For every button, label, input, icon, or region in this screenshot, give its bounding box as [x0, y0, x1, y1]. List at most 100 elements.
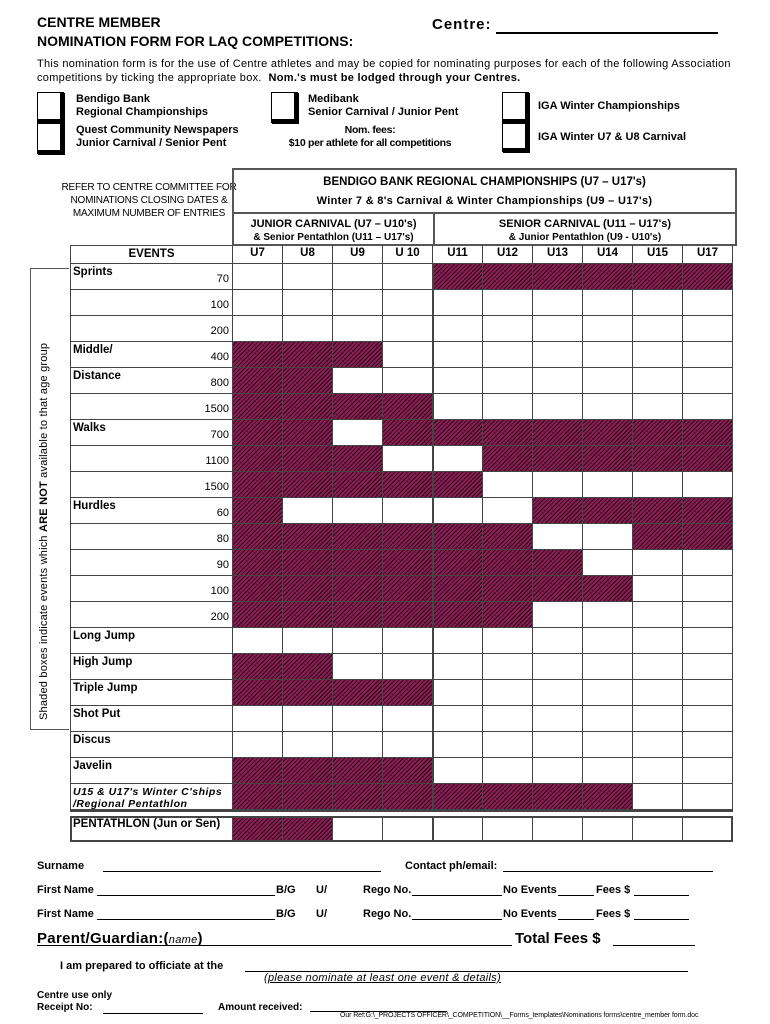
nomination-cell[interactable] [533, 628, 583, 654]
nomination-cell[interactable] [533, 732, 583, 758]
receipt-field[interactable] [103, 1001, 203, 1014]
nomination-cell[interactable] [583, 680, 633, 706]
nomination-cell[interactable] [483, 368, 533, 394]
nomination-cell[interactable] [683, 816, 733, 842]
nomination-cell[interactable] [683, 342, 733, 368]
nomination-cell[interactable] [333, 628, 383, 654]
nomination-cell[interactable] [333, 264, 383, 290]
nomination-cell[interactable] [383, 816, 433, 842]
nomination-cell[interactable] [583, 628, 633, 654]
nomination-cell[interactable] [433, 758, 483, 784]
nomination-cell[interactable] [583, 550, 633, 576]
nomination-cell[interactable] [583, 816, 633, 842]
nomination-cell[interactable] [583, 706, 633, 732]
nomination-cell[interactable] [433, 498, 483, 524]
nomination-cell[interactable] [583, 316, 633, 342]
nomination-cell[interactable] [533, 342, 583, 368]
nomination-cell[interactable] [683, 680, 733, 706]
nomination-cell[interactable] [233, 290, 283, 316]
nomination-cell[interactable] [633, 654, 683, 680]
nomination-cell[interactable] [433, 680, 483, 706]
nomination-cell[interactable] [633, 316, 683, 342]
nomination-cell[interactable] [633, 602, 683, 628]
nomination-cell[interactable] [633, 342, 683, 368]
nomination-cell[interactable] [483, 498, 533, 524]
nomination-cell[interactable] [683, 758, 733, 784]
nomination-cell[interactable] [583, 290, 633, 316]
nomination-cell[interactable] [233, 706, 283, 732]
nomination-cell[interactable] [483, 290, 533, 316]
first-name-field[interactable] [97, 907, 275, 920]
nomination-cell[interactable] [583, 524, 633, 550]
nomination-cell[interactable] [683, 732, 733, 758]
nomination-cell[interactable] [583, 602, 633, 628]
nomination-cell[interactable] [333, 368, 383, 394]
nomination-cell[interactable] [383, 342, 433, 368]
nomination-cell[interactable] [333, 654, 383, 680]
nomination-cell[interactable] [683, 394, 733, 420]
nomination-cell[interactable] [483, 316, 533, 342]
nomination-cell[interactable] [383, 368, 433, 394]
nomination-cell[interactable] [283, 264, 333, 290]
nomination-cell[interactable] [483, 758, 533, 784]
fees-field[interactable] [634, 883, 689, 896]
nomination-cell[interactable] [333, 706, 383, 732]
nomination-cell[interactable] [283, 316, 333, 342]
nomination-cell[interactable] [583, 758, 633, 784]
surname-field[interactable] [103, 859, 381, 872]
checkbox-bendigo[interactable] [37, 92, 64, 123]
nomination-cell[interactable] [433, 368, 483, 394]
nomination-cell[interactable] [333, 420, 383, 446]
total-fees-field[interactable] [613, 945, 695, 946]
nomination-cell[interactable] [483, 706, 533, 732]
nomination-cell[interactable] [533, 680, 583, 706]
nomination-cell[interactable] [683, 628, 733, 654]
nomination-cell[interactable] [533, 816, 583, 842]
nomination-cell[interactable] [583, 342, 633, 368]
nomination-cell[interactable] [533, 472, 583, 498]
nomination-cell[interactable] [433, 816, 483, 842]
nomination-cell[interactable] [283, 628, 333, 654]
nomination-cell[interactable] [283, 732, 333, 758]
nomination-cell[interactable] [583, 472, 633, 498]
nomination-cell[interactable] [633, 290, 683, 316]
nomination-cell[interactable] [533, 758, 583, 784]
checkbox-medibank[interactable] [271, 92, 298, 123]
nomination-cell[interactable] [683, 602, 733, 628]
nomination-cell[interactable] [683, 550, 733, 576]
nomination-cell[interactable] [433, 706, 483, 732]
no-events-field[interactable] [558, 907, 594, 920]
nomination-cell[interactable] [683, 472, 733, 498]
nomination-cell[interactable] [533, 706, 583, 732]
nomination-cell[interactable] [683, 784, 733, 810]
nomination-cell[interactable] [433, 446, 483, 472]
nomination-cell[interactable] [683, 706, 733, 732]
nomination-cell[interactable] [633, 550, 683, 576]
nomination-cell[interactable] [633, 732, 683, 758]
nomination-cell[interactable] [483, 654, 533, 680]
nomination-cell[interactable] [683, 654, 733, 680]
nomination-cell[interactable] [483, 472, 533, 498]
nomination-cell[interactable] [483, 628, 533, 654]
nomination-cell[interactable] [383, 628, 433, 654]
checkbox-iga-u7u8[interactable] [502, 121, 529, 152]
rego-field[interactable] [412, 907, 502, 920]
nomination-cell[interactable] [383, 732, 433, 758]
nomination-cell[interactable] [383, 290, 433, 316]
nomination-cell[interactable] [633, 472, 683, 498]
nomination-cell[interactable] [533, 654, 583, 680]
nomination-cell[interactable] [583, 368, 633, 394]
nomination-cell[interactable] [433, 316, 483, 342]
nomination-cell[interactable] [233, 628, 283, 654]
nomination-cell[interactable] [333, 732, 383, 758]
checkbox-iga-winter[interactable] [502, 92, 529, 123]
nomination-cell[interactable] [433, 394, 483, 420]
nomination-cell[interactable] [283, 290, 333, 316]
nomination-cell[interactable] [683, 576, 733, 602]
nomination-cell[interactable] [483, 816, 533, 842]
nomination-cell[interactable] [533, 316, 583, 342]
officiate-field[interactable] [245, 959, 688, 972]
nomination-cell[interactable] [383, 446, 433, 472]
nomination-cell[interactable] [333, 316, 383, 342]
nomination-cell[interactable] [233, 264, 283, 290]
